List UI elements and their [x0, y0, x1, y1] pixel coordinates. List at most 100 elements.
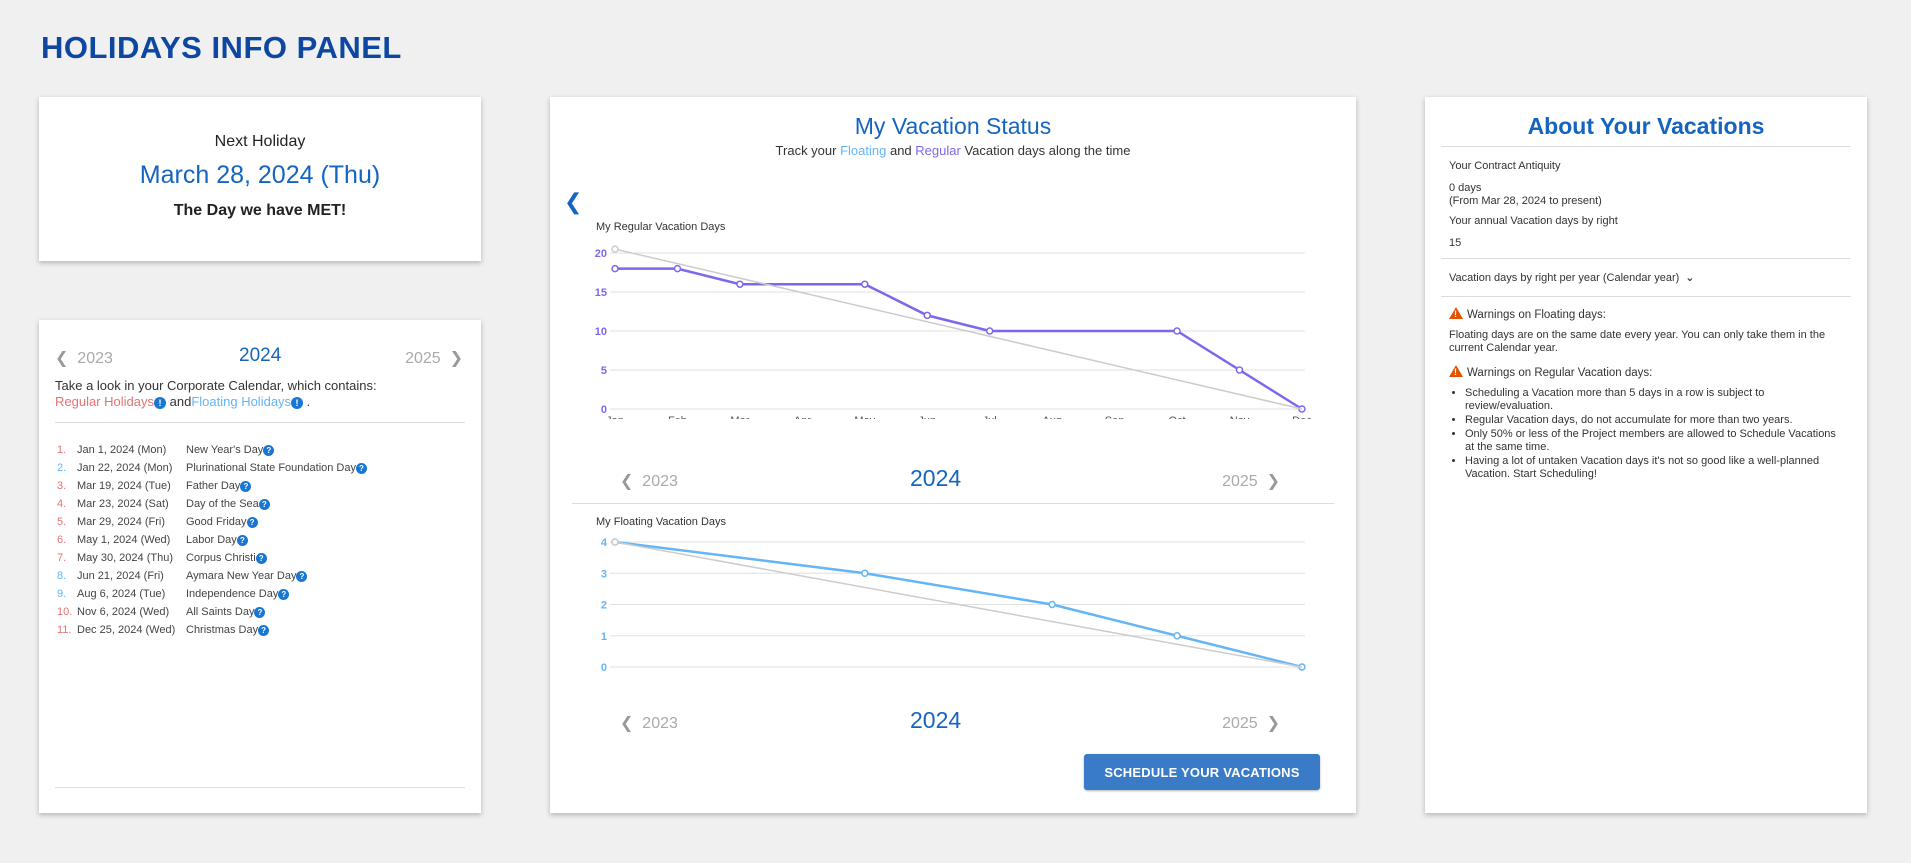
warning-list-item: Only 50% or less of the Project members … [1465, 428, 1843, 454]
divider [1441, 258, 1851, 259]
divider [572, 503, 1334, 504]
x-tick-label: Apr [794, 673, 811, 674]
next-holiday-date: March 28, 2024 (Thu) [139, 161, 381, 189]
data-point [736, 280, 744, 288]
y-tick-label: 2 [601, 600, 607, 612]
holiday-list-item: 7. May 30, 2024 (Thu) Corpus Christi? [57, 549, 481, 567]
x-tick-label: Nov [1230, 673, 1250, 674]
regular-prev-year-button[interactable]: ❮ 2023 [620, 473, 678, 490]
help-icon[interactable]: ? [356, 462, 367, 474]
chevron-down-icon: ⌄ [1685, 272, 1695, 284]
chevron-left-icon: ❮ [620, 473, 634, 490]
x-tick-label: Oct [1168, 673, 1185, 674]
holiday-date: Mar 23, 2024 (Sat) [77, 498, 169, 510]
antiquity-label: Your Contract Antiquity [1449, 160, 1561, 172]
holiday-list-item: 8. Jun 21, 2024 (Fri) Aymara New Year Day? [57, 567, 481, 585]
legend-floating-holidays: Floating Holidays [191, 394, 292, 409]
holiday-name: New Year's Day [186, 444, 264, 456]
chevron-left-icon: ❮ [620, 715, 634, 732]
holiday-date: Nov 6, 2024 (Wed) [77, 606, 170, 618]
calendar-current-year: 2024 [239, 345, 282, 366]
x-tick-label: Mar [730, 415, 749, 419]
next-holiday-name: The Day we have MET! [173, 202, 347, 219]
floating-next-year-button[interactable]: 2025 ❯ [1222, 715, 1280, 732]
holiday-number: 10. [57, 606, 73, 618]
data-point [1048, 600, 1056, 609]
holiday-number: 3. [57, 480, 67, 492]
help-icon[interactable]: ? [278, 588, 290, 600]
chevron-left-icon[interactable]: ❮ [564, 189, 583, 214]
help-icon[interactable]: ? [240, 480, 252, 492]
y-tick-label: 20 [595, 248, 607, 260]
holiday-name: Labor Day [186, 534, 237, 546]
holiday-number: 1. [57, 444, 67, 456]
x-tick-label: Mar [730, 673, 749, 674]
y-tick-label: 0 [601, 404, 607, 416]
calendar-prev-year-button[interactable]: ❮ 2023 [55, 350, 113, 367]
ideal-series-line [614, 248, 1303, 410]
regular-next-year-button[interactable]: 2025 ❯ [1222, 473, 1280, 490]
x-tick-label: Nov [1230, 415, 1250, 419]
x-tick-label: Jul [983, 415, 997, 419]
holiday-list-item: 2. Jan 22, 2024 (Mon) Plurinational State … [57, 459, 481, 477]
floating-current-year: 2024 [910, 707, 962, 733]
help-icon[interactable]: ? [263, 444, 275, 456]
next-holiday-card: Next Holiday March 28, 2024 (Thu) The Da… [39, 97, 481, 261]
data-point [1173, 632, 1181, 640]
floating-year-nav: ❮ 2023 2024 2025 ❯ [620, 707, 1280, 737]
holiday-list: 1. Jan 1, 2024 (Mon) New Year's Day? 2. Jan … [57, 441, 481, 639]
info-icon[interactable]: ! [154, 396, 166, 409]
x-tick-label: Jul [983, 673, 997, 674]
corporate-calendar-card: ❮ 2023 2024 2025 ❯ Take a look in your C… [39, 320, 481, 813]
holiday-number: 9. [57, 588, 67, 600]
holiday-list-item: 6. May 1, 2024 (Wed) Labor Day? [57, 531, 481, 549]
x-tick-label: Sep [1105, 415, 1125, 419]
chevron-right-icon: ❯ [449, 350, 463, 367]
help-icon[interactable]: ? [246, 516, 258, 528]
x-tick-label: Dec [1292, 415, 1312, 419]
data-point [861, 280, 869, 288]
data-point [985, 327, 994, 335]
x-tick-label: Jun [918, 415, 936, 419]
holiday-list-item: 3. Mar 19, 2024 (Tue) Father Day? [57, 477, 481, 495]
annual-days-value: 15 [1449, 237, 1462, 249]
y-tick-label: 15 [595, 287, 607, 299]
warning-list-item: Having a lot of untaken Vacation days it… [1465, 455, 1843, 481]
calendar-next-year-button[interactable]: 2025 ❯ [405, 350, 463, 367]
holiday-date: Mar 29, 2024 (Fri) [77, 516, 166, 528]
warning-regular-list: Scheduling a Vacation more than 5 days i… [1449, 387, 1843, 481]
regular-current-year: 2024 [910, 465, 962, 491]
chevron-left-icon: ❮ [55, 350, 69, 367]
holiday-name: Independence Day [186, 588, 279, 600]
holiday-name: Father Day [186, 480, 241, 492]
data-point [923, 311, 931, 320]
x-tick-label: Sep [1105, 673, 1125, 674]
holiday-name: Good Friday [186, 516, 247, 528]
x-tick-label: Jun [918, 673, 936, 674]
help-icon[interactable]: ? [258, 498, 270, 510]
y-tick-label: 1 [601, 631, 607, 643]
holiday-date: May 1, 2024 (Wed) [77, 534, 171, 546]
holiday-number: 5. [57, 516, 67, 528]
help-icon[interactable]: ? [255, 552, 267, 564]
y-tick-label: 3 [601, 568, 607, 580]
warning-list-item: Regular Vacation days, do not accumulate… [1465, 414, 1843, 427]
chevron-right-icon: ❯ [1266, 473, 1280, 490]
help-icon[interactable]: ? [258, 624, 270, 636]
help-icon[interactable]: ? [236, 534, 248, 546]
warning-list-item: Scheduling a Vacation more than 5 days i… [1465, 387, 1843, 413]
help-icon[interactable]: ? [296, 570, 308, 582]
help-icon[interactable]: ? [254, 606, 266, 618]
holiday-date: Mar 19, 2024 (Tue) [77, 480, 171, 492]
holiday-date: May 30, 2024 (Thu) [77, 552, 173, 564]
next-holiday-label: Next Holiday [214, 133, 306, 150]
schedule-vacations-button[interactable]: SCHEDULE YOUR VACATIONS [1084, 754, 1320, 790]
x-tick-label: Apr [794, 415, 811, 419]
vacation-days-dropdown[interactable]: Vacation days by right per year (Calenda… [1449, 272, 1695, 284]
info-icon[interactable]: ! [291, 396, 304, 409]
warning-floating-text: Floating days are on the same date every… [1449, 329, 1826, 354]
holiday-number: 8. [57, 570, 67, 582]
holiday-list-item: 9. Aug 6, 2024 (Tue) Independence Day? [57, 585, 481, 603]
page-title: HOLIDAYS INFO PANEL [41, 30, 402, 65]
floating-prev-year-button[interactable]: ❮ 2023 [620, 715, 678, 732]
